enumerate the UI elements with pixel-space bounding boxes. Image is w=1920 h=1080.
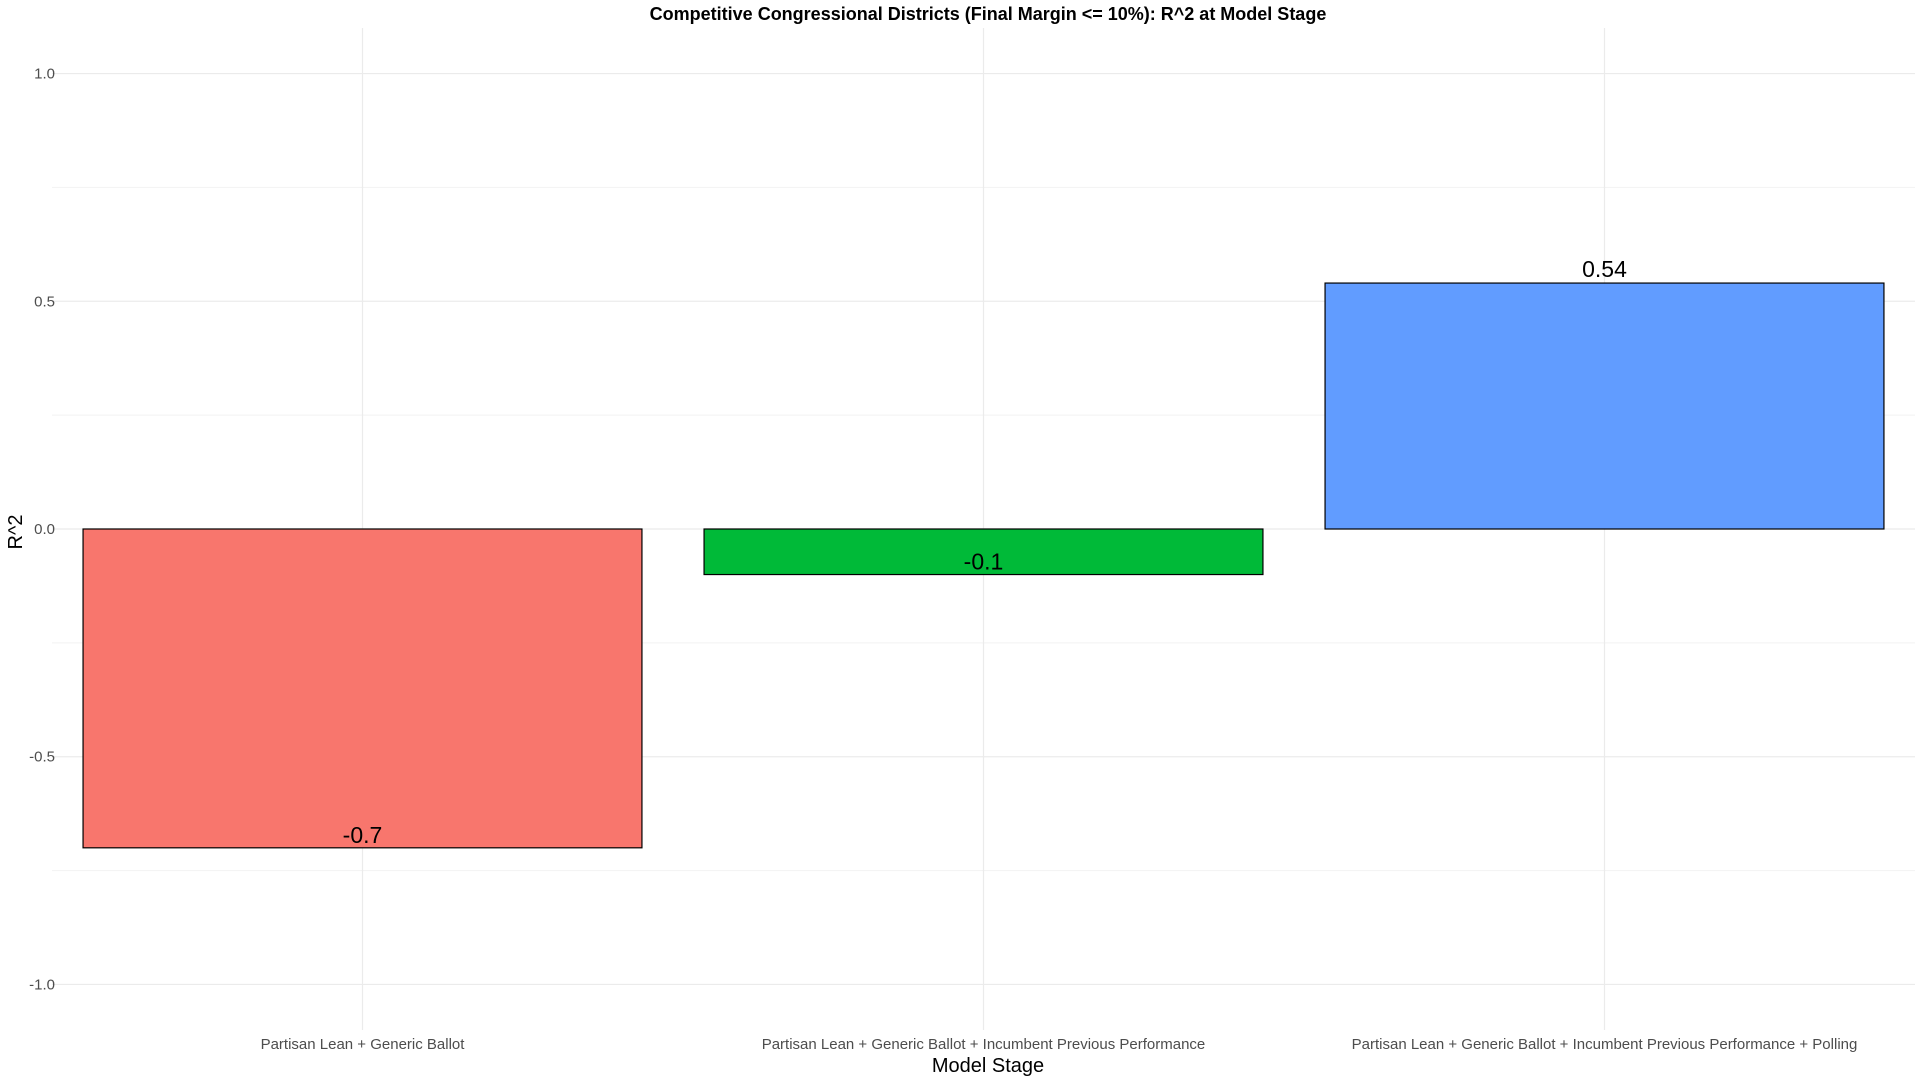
y-axis-ticks: -1.0 -0.5 0.0 0.5 1.0 [29,66,55,994]
bars [82,282,1885,849]
chart-title: Competitive Congressional Districts (Fin… [650,4,1327,24]
data-label: -0.1 [964,549,1004,575]
y-tick-label: 0.0 [34,521,55,538]
x-axis-title: Model Stage [932,1055,1044,1077]
data-label: 0.54 [1582,256,1627,282]
bar [1324,282,1885,530]
y-tick-label: -0.5 [29,749,55,766]
y-tick-label: -1.0 [29,976,55,993]
x-axis-ticks: Partisan Lean + Generic Ballot Partisan L… [261,1036,1858,1053]
x-tick-label: Partisan Lean + Generic Ballot [261,1036,466,1053]
data-label: -0.7 [343,822,383,848]
x-tick-label: Partisan Lean + Generic Ballot + Incumbe… [762,1036,1206,1053]
y-tick-label: 1.0 [34,66,55,83]
bar [703,528,1264,576]
data-labels: -0.7 -0.1 0.54 [343,256,1627,848]
y-tick-label: 0.5 [34,293,55,310]
bar [82,528,643,849]
y-axis-title: R^2 [5,515,27,550]
x-tick-label: Partisan Lean + Generic Ballot + Incumbe… [1352,1036,1858,1053]
